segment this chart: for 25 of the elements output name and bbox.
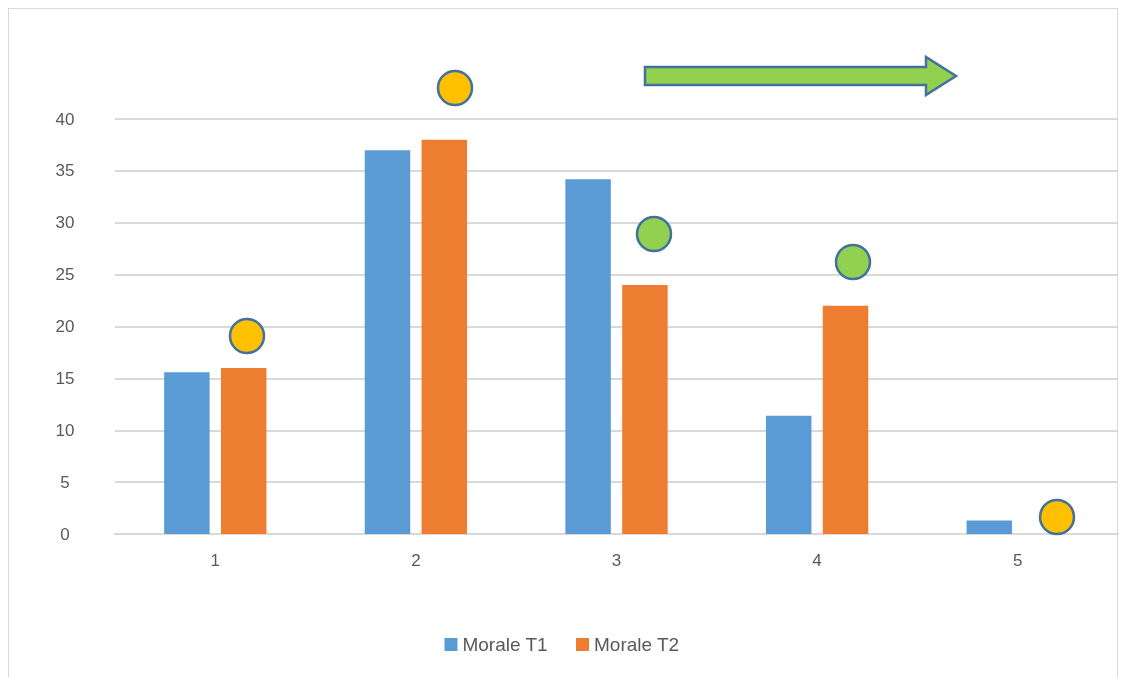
y-tick-label: 0 (60, 524, 70, 544)
bar (421, 139, 468, 534)
y-tick-label: 35 (55, 161, 75, 181)
x-tick-label: 3 (611, 551, 622, 570)
x-tick-label: 2 (411, 551, 421, 570)
bar (565, 179, 611, 534)
y-tick-label: 5 (60, 472, 70, 492)
legend-label: Morale T1 (462, 634, 548, 655)
bar (622, 285, 668, 534)
y-tick-label: 15 (55, 368, 75, 388)
x-tick-label: 1 (210, 551, 221, 570)
x-tick-label: 4 (812, 551, 822, 570)
y-tick-label: 40 (55, 109, 75, 129)
bar (164, 372, 210, 534)
y-tick-label: 10 (55, 420, 75, 440)
bar (822, 305, 869, 534)
bar (966, 520, 1013, 534)
bar (220, 368, 267, 534)
y-tick-label: 20 (55, 317, 75, 336)
bar (765, 415, 812, 534)
legend-label: Morale T2 (594, 634, 680, 655)
y-tick-label: 30 (55, 213, 75, 233)
x-tick-label: 5 (1012, 551, 1023, 570)
y-tick-label: 25 (55, 265, 75, 285)
bar (364, 150, 411, 534)
